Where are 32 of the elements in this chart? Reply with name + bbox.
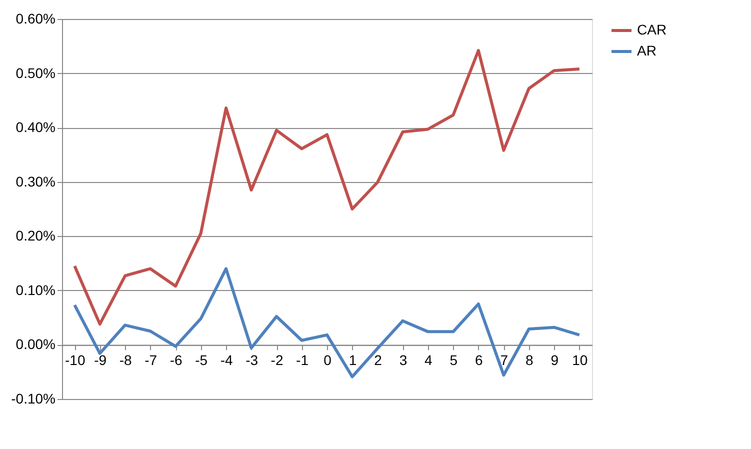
x-tick-label: 10 — [572, 352, 588, 368]
y-tick-label: -0.10% — [11, 390, 56, 406]
x-tick-label: 5 — [450, 352, 458, 368]
x-tick-label: 1 — [348, 352, 357, 368]
y-tick-label: 0.30% — [16, 173, 56, 190]
x-tick-label: 4 — [424, 352, 433, 368]
legend-label: CAR — [637, 22, 667, 38]
x-tick-label: 9 — [550, 352, 559, 368]
x-tick-label: 8 — [526, 352, 534, 368]
x-tick-label: 6 — [475, 352, 484, 368]
x-tick-label: -3 — [246, 352, 258, 368]
x-tick-label: -9 — [94, 352, 107, 368]
x-tick-label: -4 — [220, 352, 233, 368]
x-tick-label: -1 — [296, 352, 309, 368]
y-tick-label: 0.20% — [16, 228, 56, 244]
y-tick-label: 0.10% — [16, 282, 56, 298]
y-tick-label: 0.50% — [16, 64, 56, 81]
x-tick-label: 3 — [399, 352, 408, 368]
legend-label: AR — [637, 42, 656, 58]
x-tick-label: 2 — [374, 352, 382, 368]
x-tick-label: -8 — [119, 352, 132, 368]
x-tick-label: 7 — [500, 352, 508, 368]
x-tick-label: 0 — [324, 352, 332, 368]
x-tick-label: -5 — [195, 352, 208, 368]
y-tick-label: 0.60% — [16, 10, 56, 26]
x-tick-label: -2 — [270, 352, 284, 368]
y-tick-label: 0.40% — [16, 119, 56, 136]
y-tick-label: 0.00% — [16, 336, 56, 352]
x-tick-label: -7 — [144, 352, 158, 368]
line-series — [73, 48, 581, 326]
x-tick-label: -6 — [170, 352, 183, 368]
x-tick-label: -10 — [65, 352, 86, 368]
